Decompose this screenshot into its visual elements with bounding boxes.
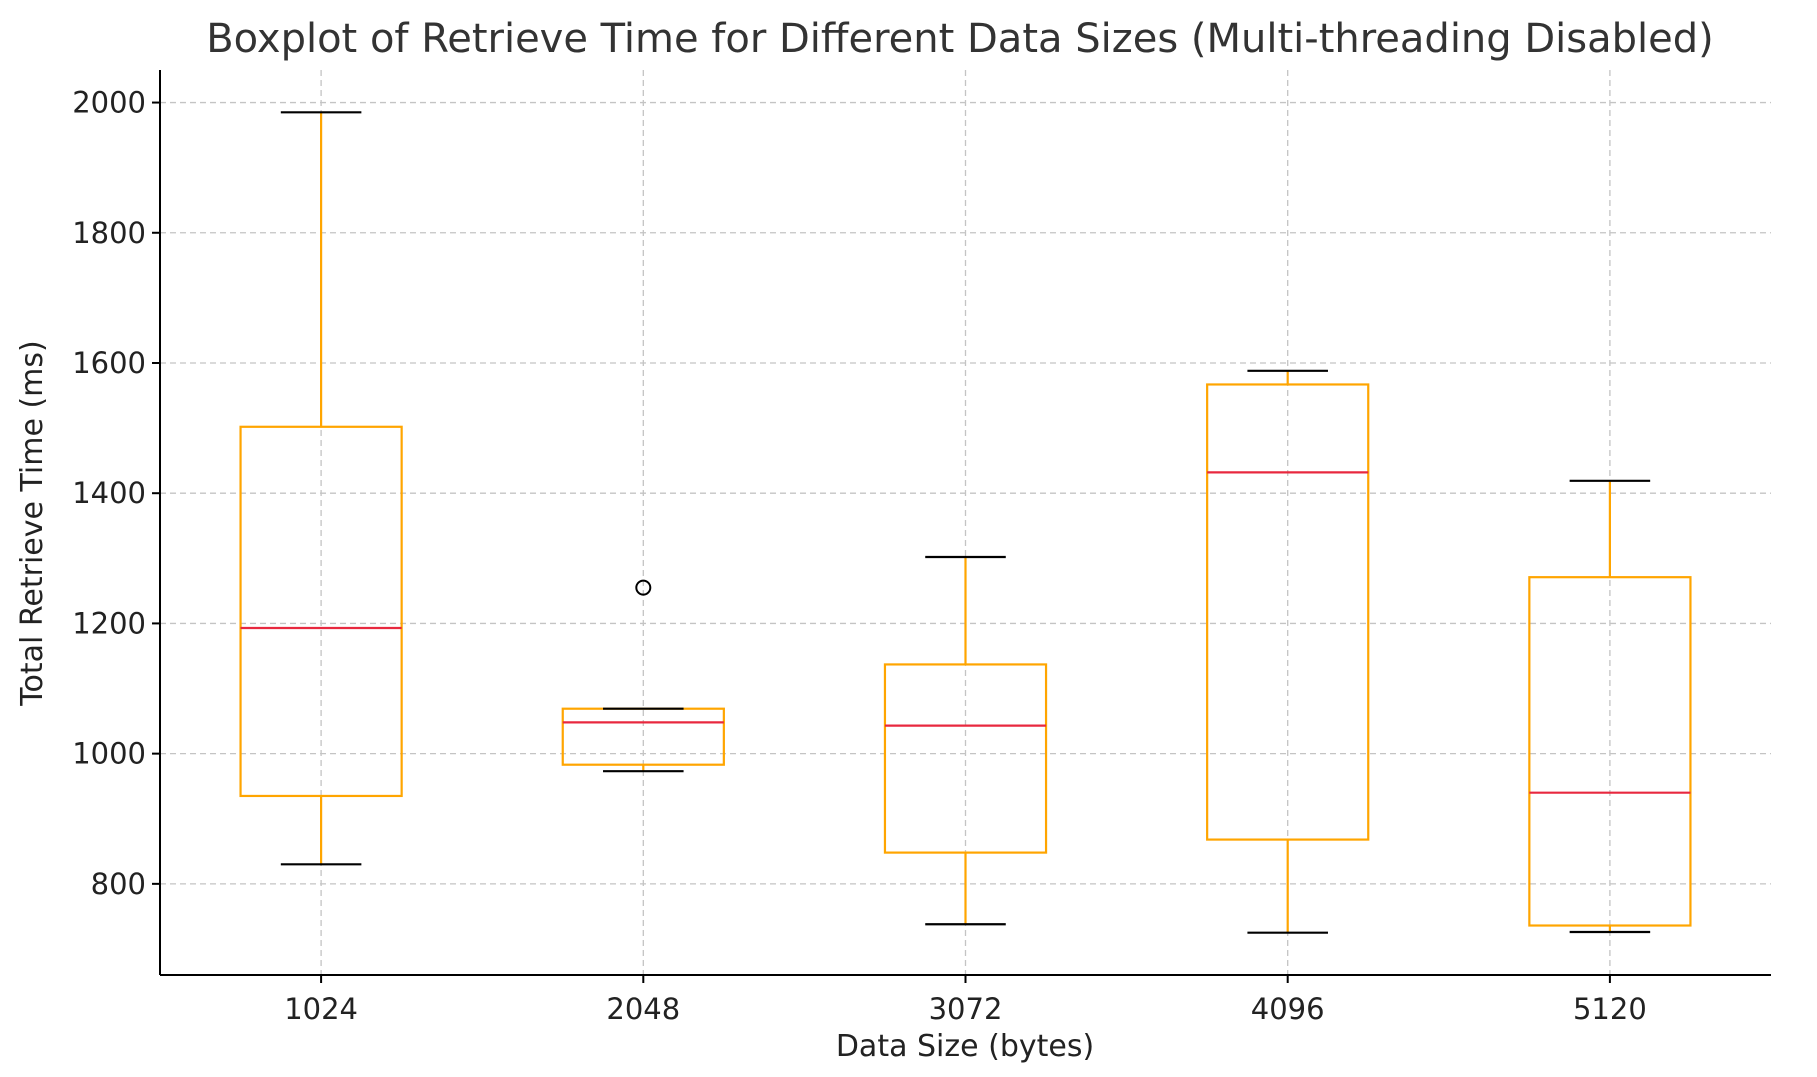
- y-tick-label: 2000: [72, 86, 146, 120]
- chart-title: Boxplot of Retrieve Time for Different D…: [206, 16, 1714, 62]
- y-tick-label: 1200: [72, 606, 146, 640]
- x-tick-label: 5120: [1573, 992, 1647, 1026]
- y-tick-label: 800: [91, 867, 146, 901]
- x-tick-label: 3072: [929, 992, 1003, 1026]
- y-tick-label: 1000: [72, 737, 146, 771]
- y-tick-label: 1600: [72, 346, 146, 380]
- ticks-group: 800 1000 1200 1400 1600 1800 2000 1024 2048 3072 4…: [72, 86, 1647, 1026]
- y-tick-label: 1400: [72, 476, 146, 510]
- box-2048: [561, 579, 725, 773]
- box-1024: [239, 111, 403, 866]
- x-tick-label: 4096: [1251, 992, 1325, 1026]
- x-tick-label: 1024: [284, 992, 358, 1026]
- box-5120: [1528, 479, 1692, 934]
- x-axis-label: Data Size (bytes): [836, 1029, 1094, 1064]
- iqr-box: [883, 663, 1048, 854]
- iqr-box: [1528, 576, 1692, 927]
- iqr-box: [1206, 383, 1370, 841]
- outlier-point: [635, 579, 652, 596]
- boxes-group: [239, 111, 1692, 934]
- y-tick-label: 1800: [72, 216, 146, 250]
- iqr-box: [239, 425, 403, 798]
- y-axis-label: Total Retrieve Time (ms): [15, 340, 50, 706]
- box-4096: [1206, 369, 1370, 934]
- box-3072: [883, 555, 1048, 926]
- x-tick-label: 2048: [606, 992, 680, 1026]
